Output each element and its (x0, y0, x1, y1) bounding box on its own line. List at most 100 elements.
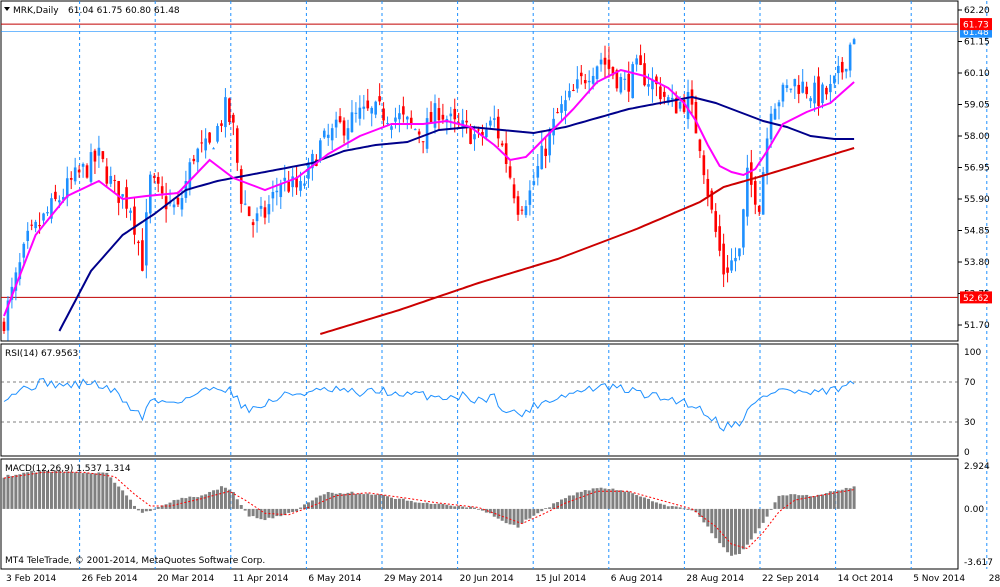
bull-candle (129, 210, 132, 213)
bear-candle (93, 150, 97, 162)
bear-candle (481, 131, 484, 136)
bull-candle (350, 112, 354, 133)
time-tick-label: 20 Mar 2014 (157, 574, 214, 584)
macd-histogram-bar (389, 497, 393, 509)
macd-histogram-bar (216, 489, 220, 509)
macd-histogram-bar (469, 506, 473, 509)
macd-histogram-bar (45, 470, 49, 509)
macd-histogram-bar (820, 494, 824, 509)
macd-histogram-bar (710, 508, 714, 534)
bear-candle (722, 243, 725, 275)
macd-histogram-bar (579, 491, 583, 509)
bull-candle (670, 97, 674, 100)
macd-histogram-bar (275, 508, 279, 517)
bear-candle (263, 207, 267, 218)
bear-candle (164, 196, 168, 210)
bull-candle (769, 113, 773, 140)
macd-histogram-bar (836, 490, 840, 509)
bull-candle (370, 107, 374, 114)
horizontal-lines[interactable] (1, 23, 958, 298)
macd-histogram-bar (441, 503, 445, 509)
macd-histogram-bar (567, 495, 571, 509)
bear-candle (113, 179, 117, 181)
bear-candle (655, 76, 658, 85)
time-tick-label: 29 May 2014 (384, 574, 443, 584)
macd-histogram-bar (235, 499, 239, 509)
bull-candle (591, 75, 595, 84)
macd-histogram-bar (318, 495, 322, 509)
macd-histogram-bar (382, 494, 386, 509)
bear-candle (251, 222, 255, 226)
rsi-pane-frame (0, 343, 959, 457)
macd-histogram-bar (251, 508, 255, 517)
macd-histogram-bar (156, 507, 160, 509)
macd-histogram-bar (488, 508, 492, 514)
bull-candle (742, 209, 745, 248)
bull-candle (836, 65, 840, 74)
bull-candle (97, 147, 101, 156)
bull-candle (334, 119, 338, 128)
macd-histogram-bar (832, 491, 836, 509)
macd-histogram-bar (429, 503, 433, 509)
macd-histogram-bar (61, 472, 65, 509)
macd-histogram-bar (247, 508, 251, 517)
macd-histogram-bar (457, 505, 461, 509)
macd-histogram-bar (322, 494, 326, 509)
bull-candle (576, 79, 579, 89)
bull-candle (761, 172, 765, 215)
macd-histogram-bar (405, 500, 409, 509)
time-tick-label: 22 Sep 2014 (762, 574, 819, 584)
macd-histogram-bar (682, 508, 686, 510)
bull-candle (552, 118, 555, 136)
bull-candle (623, 78, 627, 80)
rsi-axis: 100 70 30 0 (1, 348, 981, 458)
macd-histogram-bar (433, 503, 437, 509)
macd-histogram-bar (730, 508, 734, 556)
bear-candle (382, 108, 385, 121)
macd-histogram-bar (6, 474, 10, 509)
bear-candle (544, 148, 547, 157)
bull-candle (188, 162, 192, 189)
rsi-tick-label: 100 (964, 348, 981, 358)
macd-tick-label: 0.00 (964, 505, 984, 515)
macd-histogram-bar (299, 507, 303, 509)
macd-histogram-bar (160, 505, 164, 509)
macd-histogram-bar (654, 502, 658, 509)
macd-histogram-bar (49, 472, 53, 509)
macd-histogram-bar (840, 489, 844, 509)
bull-candle (374, 101, 377, 115)
macd-histogram-bar (587, 490, 591, 509)
macd-histogram-bar (805, 494, 809, 509)
macd-histogram-bar (97, 472, 101, 509)
price-tick-label: 62.20 (964, 6, 990, 16)
macd-histogram-bar (121, 490, 125, 509)
time-axis: 3 Feb 2014 26 Feb 2014 20 Mar 2014 11 Apr 2… (6, 574, 1000, 584)
bull-candle (635, 58, 638, 65)
macd-histogram-bar (370, 494, 374, 509)
rsi-tick-label: 70 (964, 378, 976, 388)
macd-histogram-bar (200, 495, 204, 509)
price-tick-label: 58.00 (964, 132, 990, 142)
bull-candle (65, 178, 69, 198)
bull-candle (196, 148, 200, 163)
macd-histogram-bar (844, 487, 848, 509)
time-tick-label: 28 Aug 2014 (686, 574, 744, 584)
macd-histogram-bar (421, 502, 425, 509)
bull-candle (532, 181, 536, 185)
bull-candle (216, 125, 219, 142)
bull-candle (58, 200, 61, 203)
bull-candle (26, 230, 30, 242)
bull-candle (599, 59, 603, 65)
dropdown-triangle-icon[interactable] (4, 7, 10, 11)
bear-candle (508, 166, 512, 178)
macd-histogram-bar (34, 472, 38, 509)
macd-histogram-bar (785, 495, 789, 509)
level-price-tag: 61.73 (963, 21, 989, 31)
bear-candle (69, 178, 73, 180)
bull-candle (540, 145, 544, 170)
macd-histogram-bar (184, 498, 188, 509)
bull-candle (394, 117, 397, 122)
macd-histogram-bar (817, 494, 821, 509)
